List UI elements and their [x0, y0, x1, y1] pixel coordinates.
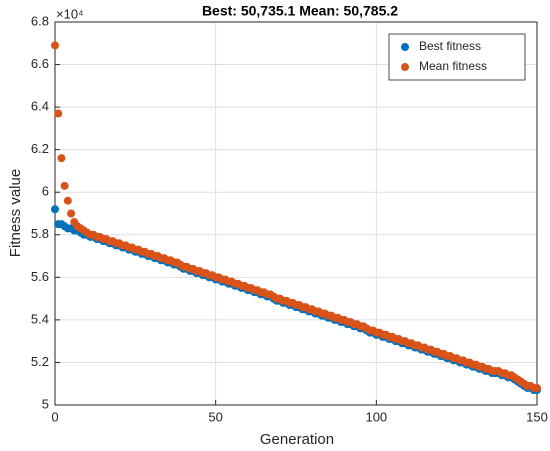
point — [54, 109, 63, 118]
plot-area — [55, 22, 537, 405]
y-tick-label: 6.6 — [31, 56, 49, 71]
point — [57, 154, 66, 163]
y-tick-label: 5.4 — [31, 311, 49, 326]
y-tick-label: 6.2 — [31, 141, 49, 156]
chart-title: Best: 50,735.1 Mean: 50,785.2 — [202, 3, 398, 19]
y-tick-label: 6 — [42, 184, 49, 199]
y-tick-label: 6.8 — [31, 13, 49, 28]
y-tick-label: 5.6 — [31, 269, 49, 284]
x-tick-label: 100 — [365, 409, 387, 424]
y-tick-label: 5.2 — [31, 354, 49, 369]
legend-box — [388, 33, 526, 81]
legend-label: Best fitness — [419, 39, 481, 53]
y-tick-label: 5.8 — [31, 226, 49, 241]
legend-marker — [401, 63, 409, 71]
legend-marker — [401, 43, 409, 51]
point — [67, 209, 76, 218]
point — [51, 41, 59, 50]
point — [63, 196, 72, 205]
x-axis-label: Generation — [260, 431, 334, 448]
point — [60, 181, 69, 190]
point — [533, 383, 541, 392]
y-exponent: ×10⁴ — [56, 6, 84, 21]
point — [51, 205, 59, 214]
x-tick-label: 50 — [208, 409, 222, 424]
y-tick-label: 5 — [42, 396, 49, 411]
x-tick-label: 150 — [526, 409, 548, 424]
y-tick-label: 6.4 — [31, 99, 49, 114]
x-tick-label: 0 — [51, 409, 58, 424]
axes-box — [54, 21, 538, 406]
legend-label: Mean fitness — [419, 59, 487, 73]
y-axis-label: Fitness value — [7, 169, 24, 257]
